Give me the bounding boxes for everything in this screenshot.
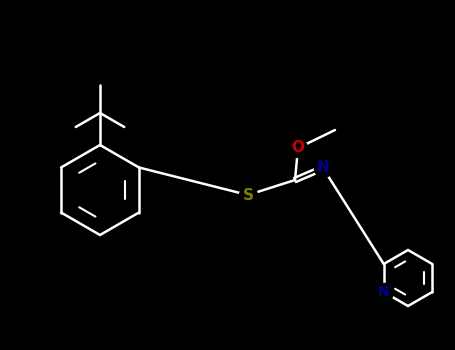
Text: N: N [378,285,389,299]
Text: O: O [292,140,304,155]
Text: N: N [317,161,329,175]
Text: S: S [243,188,253,203]
